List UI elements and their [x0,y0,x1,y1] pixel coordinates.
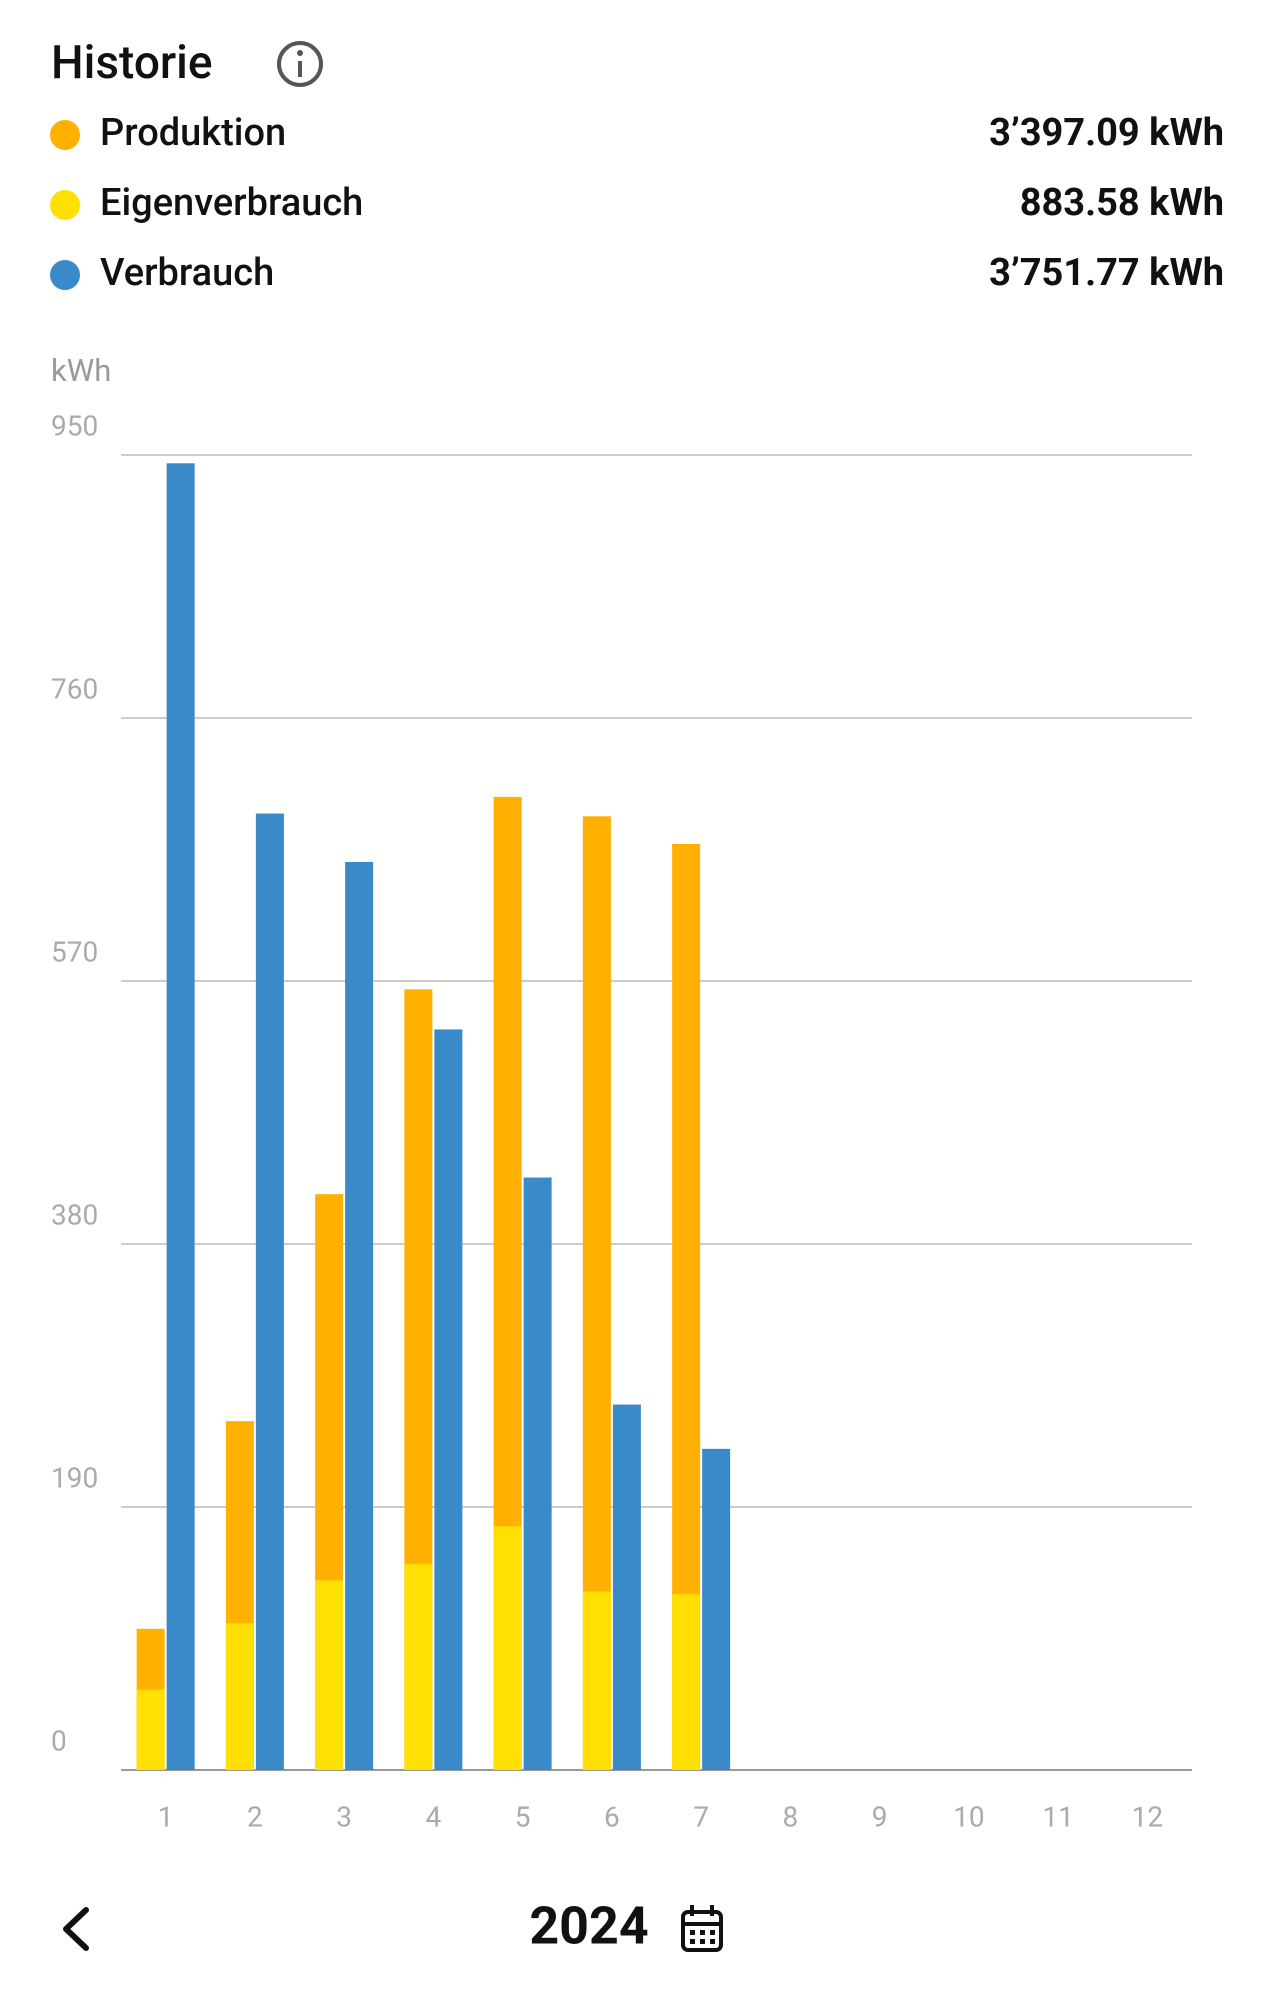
bar [166,463,195,1770]
legend-dot [50,120,80,150]
bar [523,1177,552,1770]
legend-total: 3’397.09 kWh [989,111,1224,155]
legend-label: Produktion [100,111,286,155]
x-tick-label: 2 [247,1800,263,1833]
legend-total: 3’751.77 kWh [989,251,1224,295]
x-tick-label: 6 [604,1800,620,1833]
y-tick-label: 950 [51,409,98,442]
x-tick-label: 4 [426,1800,442,1833]
x-tick-label: 12 [1132,1800,1163,1833]
info-icon[interactable] [277,41,323,87]
x-tick-label: 8 [783,1800,799,1833]
x-tick-label: 1 [158,1800,174,1833]
y-tick-label: 760 [51,672,98,705]
bar [225,1623,254,1770]
bar [493,1526,522,1770]
y-tick-label: 190 [51,1461,98,1494]
legend-total: 883.58 kWh [1020,181,1224,225]
y-tick-label: 570 [51,935,98,968]
y-tick-label: 380 [51,1198,98,1231]
x-tick-label: 5 [515,1800,531,1833]
x-tick-label: 7 [693,1800,709,1833]
bar [315,1580,344,1770]
x-tick-label: 10 [953,1800,984,1833]
x-tick-label: 11 [1042,1800,1073,1833]
bar [136,1689,165,1770]
legend-dot [50,190,80,220]
legend-dot [50,260,80,290]
y-axis-label: kWh [51,352,111,389]
bar [404,1563,433,1770]
bar [255,813,284,1770]
back-button[interactable] [63,1907,89,1951]
legend-label: Verbrauch [100,251,274,295]
bar [345,861,374,1770]
bar [582,1591,611,1770]
y-tick-label: 0 [51,1724,67,1757]
year[interactable]: 2024 [529,1896,648,1957]
bar [612,1404,641,1770]
legend-label: Eigenverbrauch [100,181,363,225]
x-tick-label: 3 [336,1800,352,1833]
title: Historie [51,36,213,90]
x-tick-label: 9 [872,1800,888,1833]
calendar-icon[interactable] [681,1905,723,1952]
bar [434,1029,463,1770]
bar [672,1594,701,1770]
bar [702,1448,731,1770]
